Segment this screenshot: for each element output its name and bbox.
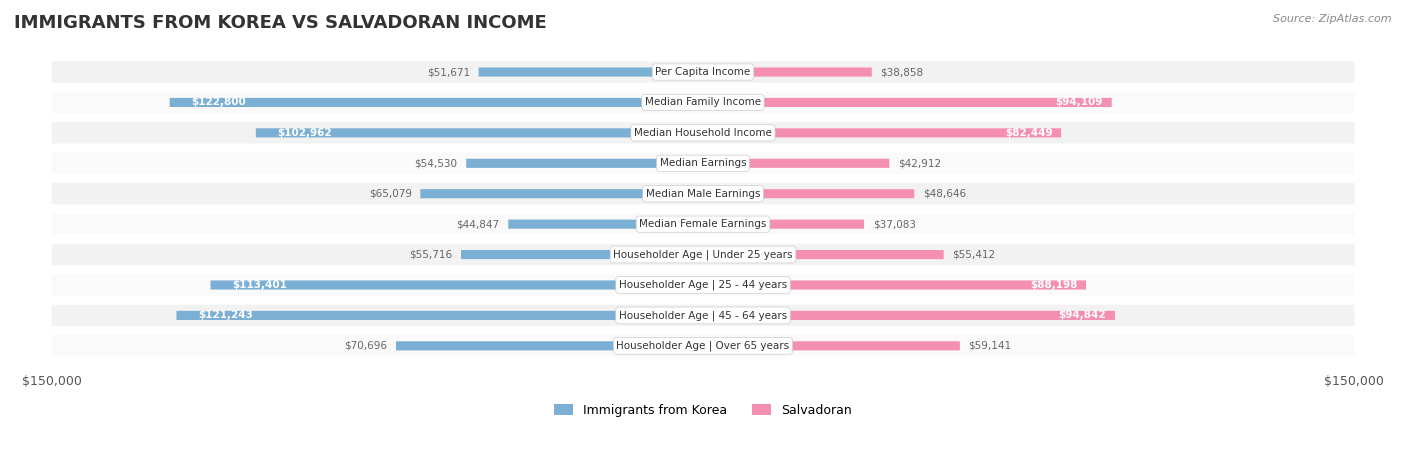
Text: $82,449: $82,449	[1005, 128, 1052, 138]
Text: $55,412: $55,412	[952, 249, 995, 260]
Text: $113,401: $113,401	[232, 280, 287, 290]
Text: $44,847: $44,847	[457, 219, 499, 229]
FancyBboxPatch shape	[703, 67, 872, 77]
FancyBboxPatch shape	[256, 128, 703, 137]
FancyBboxPatch shape	[703, 128, 1062, 137]
Text: $65,079: $65,079	[368, 189, 412, 199]
FancyBboxPatch shape	[703, 341, 960, 350]
Text: $94,109: $94,109	[1056, 98, 1104, 107]
FancyBboxPatch shape	[703, 159, 890, 168]
FancyBboxPatch shape	[177, 311, 703, 320]
FancyBboxPatch shape	[52, 183, 1354, 205]
Text: IMMIGRANTS FROM KOREA VS SALVADORAN INCOME: IMMIGRANTS FROM KOREA VS SALVADORAN INCO…	[14, 14, 547, 32]
FancyBboxPatch shape	[52, 92, 1354, 113]
Text: $38,858: $38,858	[880, 67, 924, 77]
Text: Householder Age | 45 - 64 years: Householder Age | 45 - 64 years	[619, 310, 787, 321]
FancyBboxPatch shape	[52, 153, 1354, 174]
Text: $42,912: $42,912	[898, 158, 941, 168]
FancyBboxPatch shape	[461, 250, 703, 259]
FancyBboxPatch shape	[508, 219, 703, 229]
FancyBboxPatch shape	[52, 122, 1354, 143]
Text: $55,716: $55,716	[409, 249, 453, 260]
FancyBboxPatch shape	[703, 219, 865, 229]
FancyBboxPatch shape	[52, 61, 1354, 83]
Text: $122,800: $122,800	[191, 98, 246, 107]
Text: Median Household Income: Median Household Income	[634, 128, 772, 138]
Text: Householder Age | 25 - 44 years: Householder Age | 25 - 44 years	[619, 280, 787, 290]
FancyBboxPatch shape	[52, 335, 1354, 356]
FancyBboxPatch shape	[52, 274, 1354, 296]
Text: Householder Age | Over 65 years: Householder Age | Over 65 years	[616, 340, 790, 351]
FancyBboxPatch shape	[478, 67, 703, 77]
Text: $54,530: $54,530	[415, 158, 457, 168]
Text: Median Male Earnings: Median Male Earnings	[645, 189, 761, 199]
Text: $88,198: $88,198	[1031, 280, 1077, 290]
FancyBboxPatch shape	[420, 189, 703, 198]
Text: $48,646: $48,646	[922, 189, 966, 199]
FancyBboxPatch shape	[170, 98, 703, 107]
FancyBboxPatch shape	[396, 341, 703, 350]
FancyBboxPatch shape	[703, 189, 914, 198]
Text: $59,141: $59,141	[969, 341, 1012, 351]
Text: Per Capita Income: Per Capita Income	[655, 67, 751, 77]
FancyBboxPatch shape	[703, 98, 1112, 107]
Text: Source: ZipAtlas.com: Source: ZipAtlas.com	[1274, 14, 1392, 24]
FancyBboxPatch shape	[211, 280, 703, 290]
Text: Householder Age | Under 25 years: Householder Age | Under 25 years	[613, 249, 793, 260]
Text: $94,842: $94,842	[1059, 311, 1107, 320]
FancyBboxPatch shape	[467, 159, 703, 168]
Text: $70,696: $70,696	[344, 341, 387, 351]
Text: Median Earnings: Median Earnings	[659, 158, 747, 168]
Legend: Immigrants from Korea, Salvadoran: Immigrants from Korea, Salvadoran	[550, 399, 856, 422]
Text: Median Family Income: Median Family Income	[645, 98, 761, 107]
FancyBboxPatch shape	[703, 250, 943, 259]
FancyBboxPatch shape	[52, 305, 1354, 326]
Text: $51,671: $51,671	[427, 67, 470, 77]
FancyBboxPatch shape	[52, 213, 1354, 235]
FancyBboxPatch shape	[52, 244, 1354, 265]
Text: $121,243: $121,243	[198, 311, 253, 320]
Text: Median Female Earnings: Median Female Earnings	[640, 219, 766, 229]
Text: $102,962: $102,962	[277, 128, 332, 138]
Text: $37,083: $37,083	[873, 219, 915, 229]
FancyBboxPatch shape	[703, 311, 1115, 320]
FancyBboxPatch shape	[703, 280, 1085, 290]
